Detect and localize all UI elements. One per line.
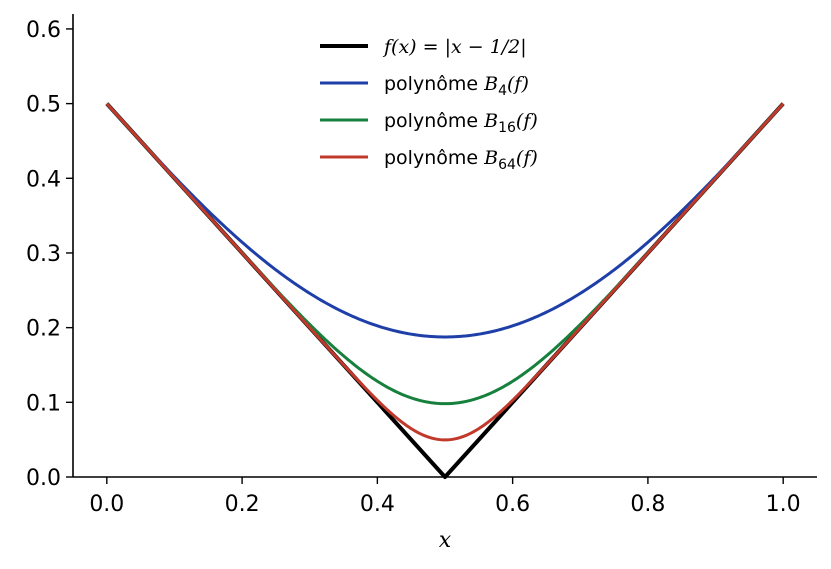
legend: f(x) = |x − 1/2| polynôme B4(f) polynôme B…: [320, 36, 538, 173]
x-tick-label: 0.2: [225, 492, 260, 517]
y-tick-label: 0.5: [26, 93, 61, 118]
x-tick-label: 0.8: [630, 492, 665, 517]
legend-label-1: polynôme B4(f): [384, 73, 529, 99]
series-line-1: [105, 102, 785, 339]
y-tick-label: 0.1: [26, 391, 61, 416]
x-tick-label: 0.6: [495, 492, 530, 517]
legend-label-2: polynôme B16(f): [384, 110, 538, 136]
y-tick-label: 0.6: [26, 18, 61, 43]
y-tick-label: 0.3: [26, 242, 61, 267]
y-tick-label: 0.4: [26, 167, 61, 192]
y-tick-label: 0.0: [26, 466, 61, 491]
legend-label-0: f(x) = |x − 1/2|: [382, 36, 527, 58]
axes: 0.0 0.2 0.4 0.6 0.8 1.0 0.0 0.1 0.2 0.3 0.4 0.5 0.6 x: [26, 14, 817, 553]
x-tick-label: 0.0: [89, 492, 124, 517]
x-tick-label: 0.4: [360, 492, 395, 517]
x-tick-label: 1.0: [766, 492, 801, 517]
x-axis-title: x: [439, 528, 452, 553]
series-line-3: [105, 102, 785, 442]
legend-label-3: polynôme B64(f): [384, 147, 538, 173]
y-tick-label: 0.2: [26, 317, 61, 342]
